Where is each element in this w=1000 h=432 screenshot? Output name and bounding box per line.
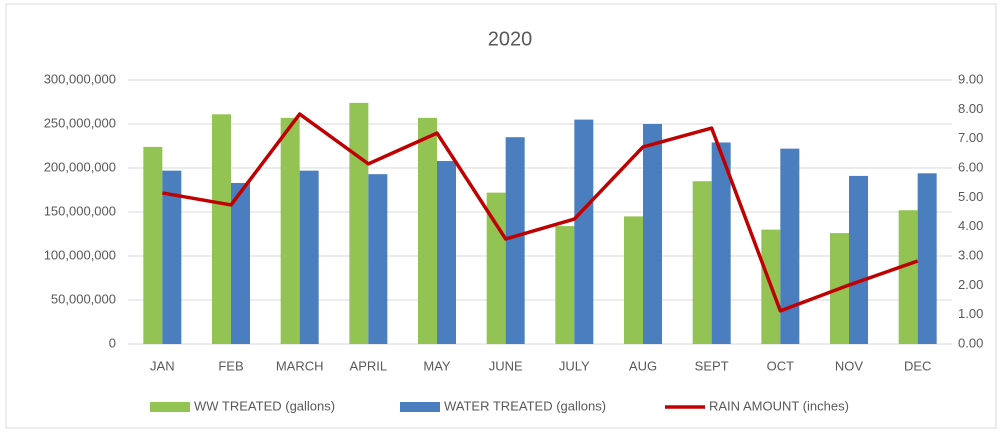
y2-tick-label: 5.00 xyxy=(958,189,983,204)
bar xyxy=(711,142,731,344)
bar xyxy=(437,160,456,344)
legend-swatch xyxy=(400,402,440,412)
x-tick-label: APRIL xyxy=(350,358,388,373)
bar xyxy=(780,148,800,344)
bar xyxy=(555,226,575,344)
x-tick-label: JUNE xyxy=(489,358,523,373)
bar xyxy=(349,102,369,344)
y2-tick-label: 9.00 xyxy=(958,71,983,86)
bar xyxy=(643,124,662,344)
y2-tick-label: 6.00 xyxy=(958,159,983,174)
y2-tick-label: 4.00 xyxy=(958,218,983,233)
x-tick-label: OCT xyxy=(767,358,795,373)
x-tick-label: DEC xyxy=(904,358,931,373)
x-tick-label: MARCH xyxy=(276,358,324,373)
bar xyxy=(692,181,712,344)
y-tick-label: 150,000,000 xyxy=(44,203,116,218)
bar xyxy=(280,117,300,344)
bar xyxy=(368,174,388,344)
y-tick-label: 100,000,000 xyxy=(44,247,116,262)
legend-label: WATER TREATED (gallons) xyxy=(444,398,606,413)
legend-label: RAIN AMOUNT (inches) xyxy=(709,398,849,413)
y-tick-label: 250,000,000 xyxy=(44,115,116,130)
y-tick-label: 0 xyxy=(109,335,116,350)
bar xyxy=(505,137,525,344)
x-tick-label: FEB xyxy=(218,358,243,373)
x-tick-label: SEPT xyxy=(695,358,729,373)
bar xyxy=(574,119,594,344)
x-tick-label: JAN xyxy=(150,358,175,373)
bar xyxy=(299,170,319,344)
bar xyxy=(624,216,643,344)
legend-swatch xyxy=(150,402,190,412)
x-tick-label: NOV xyxy=(835,358,864,373)
bar xyxy=(849,175,868,344)
x-tick-label: MAY xyxy=(423,358,451,373)
bar xyxy=(143,146,163,344)
y2-tick-label: 2.00 xyxy=(958,277,983,292)
y2-tick-label: 8.00 xyxy=(958,101,983,116)
x-tick-label: AUG xyxy=(629,358,657,373)
y2-tick-label: 3.00 xyxy=(958,247,983,262)
x-tick-label: JULY xyxy=(559,358,590,373)
bar xyxy=(898,210,918,344)
bar xyxy=(418,117,437,344)
line xyxy=(162,112,919,313)
y2-tick-label: 7.00 xyxy=(958,130,983,145)
bar xyxy=(917,173,937,344)
bar xyxy=(162,170,182,344)
y-tick-label: 50,000,000 xyxy=(51,291,116,306)
chart-title: 2020 xyxy=(488,28,533,50)
legend-label: WW TREATED (gallons) xyxy=(194,398,335,413)
bar xyxy=(231,182,250,344)
y2-tick-label: 0.00 xyxy=(958,335,983,350)
y-tick-label: 200,000,000 xyxy=(44,159,116,174)
y2-tick-label: 1.00 xyxy=(958,306,983,321)
y-tick-label: 300,000,000 xyxy=(44,71,116,86)
bar xyxy=(212,114,231,344)
